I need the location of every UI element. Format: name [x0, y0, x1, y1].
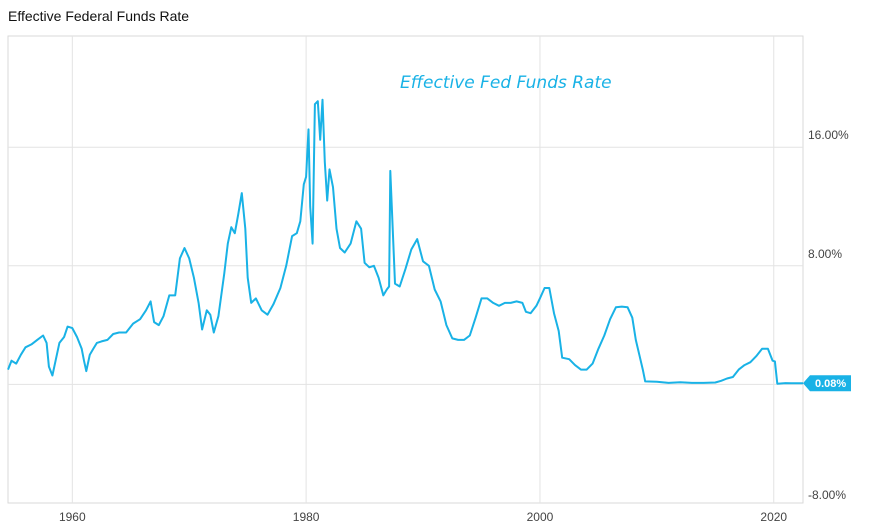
series-annotation: Effective Fed Funds Rate — [400, 73, 612, 93]
last-value-marker: 0.08% — [803, 375, 851, 392]
last-value-label: 0.08% — [815, 378, 846, 390]
last-value-tag — [803, 375, 851, 392]
series-line-effective-fed-funds-rate — [7, 98, 803, 385]
y-tick-label: 8.00% — [808, 247, 842, 261]
x-tick-label: 2020 — [760, 510, 787, 524]
x-axis-ticks: 1960 1980 2000 2020 — [59, 510, 787, 524]
chart-title: Effective Federal Funds Rate — [8, 8, 190, 24]
x-tick-label: 2000 — [527, 510, 554, 524]
x-tick-label: 1960 — [59, 510, 86, 524]
x-tick-label: 1980 — [293, 510, 320, 524]
y-axis-ticks: 16.00% 8.00% -8.00% — [808, 128, 849, 502]
y-tick-label: 16.00% — [808, 128, 849, 142]
y-tick-label: -8.00% — [808, 488, 846, 502]
plot-frame — [7, 35, 804, 504]
